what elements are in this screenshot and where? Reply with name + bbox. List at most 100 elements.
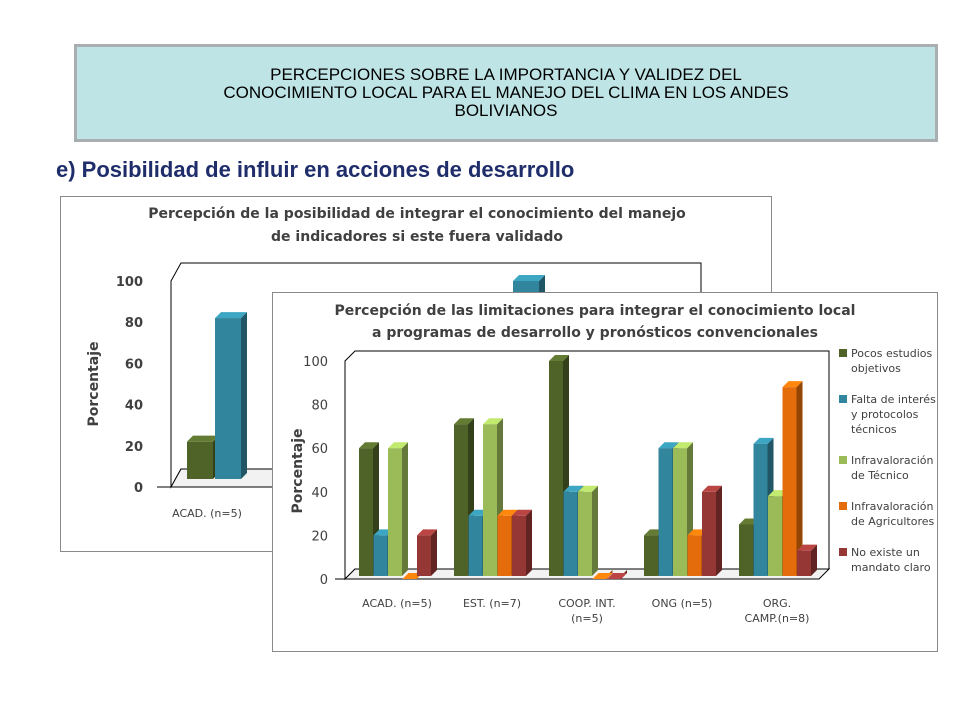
- bar-front: [644, 535, 658, 576]
- y-tick-label: 80: [125, 316, 143, 331]
- y-tick-label: 20: [125, 440, 143, 455]
- bar-top: [388, 442, 408, 449]
- bar-top: [607, 573, 627, 579]
- bar-front: [768, 496, 782, 576]
- bar-front: [797, 550, 811, 576]
- bar-front: [215, 318, 241, 479]
- y-tick-label: 80: [311, 399, 328, 414]
- bar: [417, 529, 437, 576]
- bar-side: [716, 485, 722, 576]
- bar-front: [359, 448, 373, 576]
- legend-label: No existe un: [851, 546, 920, 559]
- x-category-label: ONG (n=5): [652, 597, 713, 610]
- chart-title-line: Percepción de la posibilidad de integrar…: [148, 206, 686, 222]
- bar-top: [549, 355, 569, 361]
- bar-top: [782, 381, 803, 388]
- bar-top: [563, 485, 584, 492]
- y-tick-label: 40: [125, 399, 143, 414]
- y-tick-label: 20: [311, 529, 328, 544]
- y-tick-label: 40: [311, 486, 328, 501]
- bar-side: [526, 509, 532, 576]
- chart-limitations: Percepción de las limitaciones para inte…: [290, 303, 936, 625]
- bar-top: [359, 442, 379, 449]
- bar-top: [417, 529, 437, 536]
- bar-side: [811, 544, 817, 576]
- legend-item: Pocos estudios objetivos: [839, 347, 933, 375]
- bar-front: [512, 515, 526, 576]
- y-tick-label: 100: [303, 355, 328, 370]
- bar-front: [483, 424, 497, 576]
- bar: [388, 442, 408, 576]
- legend-label: Infravaloración: [851, 454, 933, 467]
- bar: [607, 570, 627, 579]
- bar-side: [431, 529, 437, 576]
- section-heading: e) Posibilidad de influir en acciones de…: [56, 157, 575, 182]
- bar: [578, 485, 598, 576]
- legend-label: de Agricultores: [851, 515, 934, 528]
- bar-top: [215, 312, 247, 319]
- y-tick-label: 60: [125, 357, 143, 372]
- bar-top: [187, 435, 219, 442]
- bar-front: [497, 515, 512, 576]
- bar: [782, 381, 803, 576]
- bar-top: [454, 418, 474, 425]
- bar: [512, 509, 532, 576]
- chart-title-line: a programas de desarrollo y pronósticos …: [372, 325, 818, 341]
- legend-swatch: [839, 548, 847, 556]
- legend-swatch: [839, 456, 847, 464]
- legend-swatch: [839, 502, 847, 510]
- bar-front: [673, 448, 687, 576]
- bar: [702, 485, 722, 576]
- bar-top: [797, 544, 817, 551]
- bar-top: [578, 485, 598, 492]
- legend-label: mandato claro: [851, 561, 931, 574]
- bar-front: [739, 524, 753, 576]
- legend-label: y protocolos: [851, 408, 919, 421]
- x-category-label: ORG.: [763, 597, 791, 610]
- bar-side: [241, 312, 247, 479]
- legend-label: de Técnico: [851, 469, 909, 482]
- bar-side: [796, 381, 803, 576]
- bar: [215, 312, 247, 479]
- bar: [797, 544, 817, 576]
- bar-top: [497, 509, 518, 516]
- legend-swatch: [839, 349, 847, 357]
- legend-label: objetivos: [851, 362, 901, 375]
- bar-top: [512, 509, 532, 516]
- y-axis-label: Porcentaje: [86, 342, 102, 427]
- y-tick-label: 60: [311, 442, 328, 457]
- bar-side: [592, 485, 598, 576]
- bar-top: [702, 485, 722, 492]
- y-tick-label: 100: [116, 275, 143, 290]
- chart-panel-limitations: Percepción de las limitaciones para inte…: [272, 292, 938, 652]
- bar: [592, 570, 613, 579]
- bar-front: [702, 491, 716, 576]
- x-category-label: EST. (n=7): [463, 597, 521, 610]
- bar-top: [483, 418, 503, 425]
- legend-item: Falta de interés y protocolos técnicos: [839, 393, 936, 436]
- y-tick-label: 0: [134, 481, 143, 496]
- x-category-label: (n=5): [571, 612, 603, 625]
- x-category-label: ACAD. (n=5): [362, 597, 432, 610]
- chart-title-line: Percepción de las limitaciones para inte…: [335, 303, 856, 319]
- x-category-label: CAMP.(n=8): [745, 612, 810, 625]
- title-banner: PERCEPCIONES SOBRE LA IMPORTANCIA Y VALI…: [74, 44, 938, 142]
- legend-item: Infravaloración de Agricultores: [839, 500, 934, 528]
- bar-front: [658, 448, 673, 576]
- bar-partial-top: [513, 275, 545, 281]
- bar-front: [454, 424, 468, 576]
- chart-title-line: de indicadores si este fuera validado: [271, 229, 563, 245]
- legend-label: técnicos: [851, 423, 897, 436]
- x-category-label: ACAD. (n=5): [172, 507, 242, 520]
- bar-front: [563, 491, 578, 576]
- x-category-label: COOP. INT.: [558, 597, 615, 610]
- bar: [187, 435, 219, 479]
- bar-front: [417, 535, 431, 576]
- bar-front: [187, 441, 213, 479]
- legend-item: Infravaloración de Técnico: [839, 454, 933, 482]
- legend-swatch: [839, 395, 847, 403]
- bar-front: [578, 491, 592, 576]
- bar-top: [592, 573, 613, 579]
- legend-label: Falta de interés: [851, 393, 936, 406]
- bar-front: [388, 448, 402, 576]
